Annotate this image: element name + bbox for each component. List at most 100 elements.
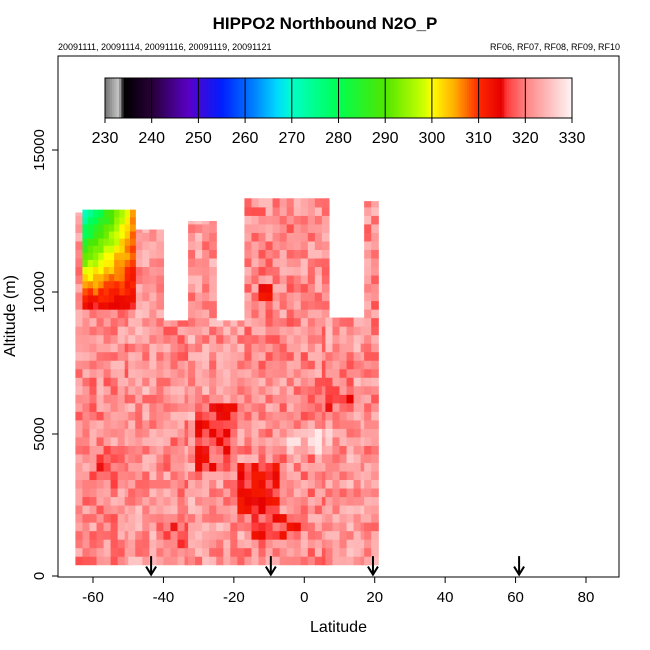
heatmap-cell (163, 360, 172, 370)
heatmap-cell (89, 513, 98, 523)
heatmap-cell (135, 530, 143, 540)
heatmap-cell (286, 326, 295, 336)
heatmap-cell (119, 280, 126, 289)
heatmap-cell (110, 411, 119, 421)
heatmap-cell (293, 334, 302, 344)
heatmap-cell (108, 245, 115, 253)
heatmap-cell (87, 216, 94, 225)
heatmap-cell (156, 240, 165, 250)
heatmap-cell (332, 317, 341, 327)
heatmap-cell (371, 539, 379, 549)
heatmap-cell (325, 453, 334, 463)
heatmap-cell (286, 462, 295, 472)
heatmap-cell (244, 206, 253, 216)
heatmap-cell (371, 232, 379, 242)
heatmap-cell (223, 479, 231, 489)
heatmap-cell (364, 249, 372, 259)
heatmap-cell (371, 377, 379, 387)
heatmap-cell (265, 368, 274, 378)
heatmap-cell (188, 240, 196, 250)
heatmap-cell (195, 360, 203, 370)
heatmap-cell (339, 445, 348, 455)
heatmap-cell (307, 206, 316, 216)
heatmap-cell (251, 309, 260, 319)
heatmap-cell (237, 368, 246, 378)
heatmap-cell (117, 445, 126, 455)
heatmap-cell (251, 522, 260, 532)
colorbar-swatch (357, 78, 361, 118)
heatmap-cell (272, 385, 281, 395)
colorbar-swatch (508, 78, 512, 118)
colorbar-swatch (312, 78, 316, 118)
heatmap-cell (195, 300, 203, 310)
heatmap-cell (163, 368, 172, 378)
heatmap-cell (300, 249, 309, 259)
heatmap-cell (332, 436, 341, 446)
heatmap-cell (202, 522, 210, 532)
heatmap-cell (129, 259, 136, 268)
heatmap-cell (300, 292, 309, 302)
heatmap-cell (75, 547, 84, 557)
colorbar-swatch (450, 78, 454, 118)
heatmap-cell (75, 385, 84, 395)
heatmap-cell (300, 368, 309, 378)
heatmap-cell (300, 283, 309, 293)
colorbar-swatch (116, 78, 120, 118)
heatmap-cell (156, 351, 165, 361)
heatmap-cell (195, 309, 203, 319)
heatmap-cell (325, 411, 334, 421)
heatmap-cell (156, 300, 165, 310)
colorbar-swatch (471, 78, 475, 118)
chart-title: HIPPO2 Northbound N2O_P (212, 14, 438, 33)
heatmap-cell (177, 377, 186, 387)
heatmap-cell (142, 360, 150, 370)
heatmap-cell (223, 505, 231, 515)
heatmap-cell (223, 368, 231, 378)
colorbar-swatch (506, 78, 510, 118)
heatmap-cell (103, 216, 110, 225)
heatmap-cell (353, 351, 362, 361)
heatmap-cell (286, 223, 295, 233)
colorbar-tick-label: 270 (278, 130, 305, 147)
heatmap-cell (142, 266, 150, 276)
heatmap-cell (307, 402, 316, 412)
heatmap-cell (89, 530, 98, 540)
heatmap-cell (129, 301, 136, 310)
heatmap-cell (279, 470, 288, 481)
heatmap-cell (188, 257, 196, 268)
heatmap-cell (364, 215, 372, 225)
heatmap-cell (244, 343, 253, 353)
colorbar-swatch (277, 78, 281, 118)
heatmap-cell (321, 300, 330, 310)
heatmap-cell (300, 513, 309, 523)
heatmap-cell (364, 419, 372, 429)
heatmap-cell (314, 539, 323, 549)
heatmap-cell (209, 479, 217, 489)
heatmap-cell (82, 428, 91, 438)
heatmap-cell (307, 249, 316, 259)
heatmap-cell (325, 547, 334, 557)
heatmap-cell (129, 216, 136, 225)
heatmap-cell (209, 223, 217, 233)
colorbar-swatch (212, 78, 216, 118)
heatmap-cell (89, 436, 98, 446)
heatmap-cell (251, 470, 260, 481)
heatmap-cell (202, 274, 210, 285)
heatmap-cell (307, 257, 316, 268)
heatmap-cell (103, 259, 110, 268)
heatmap-cell (258, 522, 267, 532)
heatmap-cell (258, 539, 267, 549)
heatmap-cell (371, 292, 379, 302)
heatmap-cell (314, 223, 323, 233)
heatmap-cell (371, 402, 379, 412)
heatmap-cell (149, 229, 157, 233)
colorbar-swatch (413, 78, 417, 118)
heatmap-cell (265, 317, 274, 327)
heatmap-cell (364, 436, 372, 446)
heatmap-cell (332, 377, 341, 387)
colorbar-swatch (483, 78, 487, 118)
heatmap-cell (75, 394, 84, 404)
heatmap-cell (156, 368, 165, 378)
heatmap-cell (279, 266, 288, 276)
heatmap-cell (307, 479, 316, 489)
